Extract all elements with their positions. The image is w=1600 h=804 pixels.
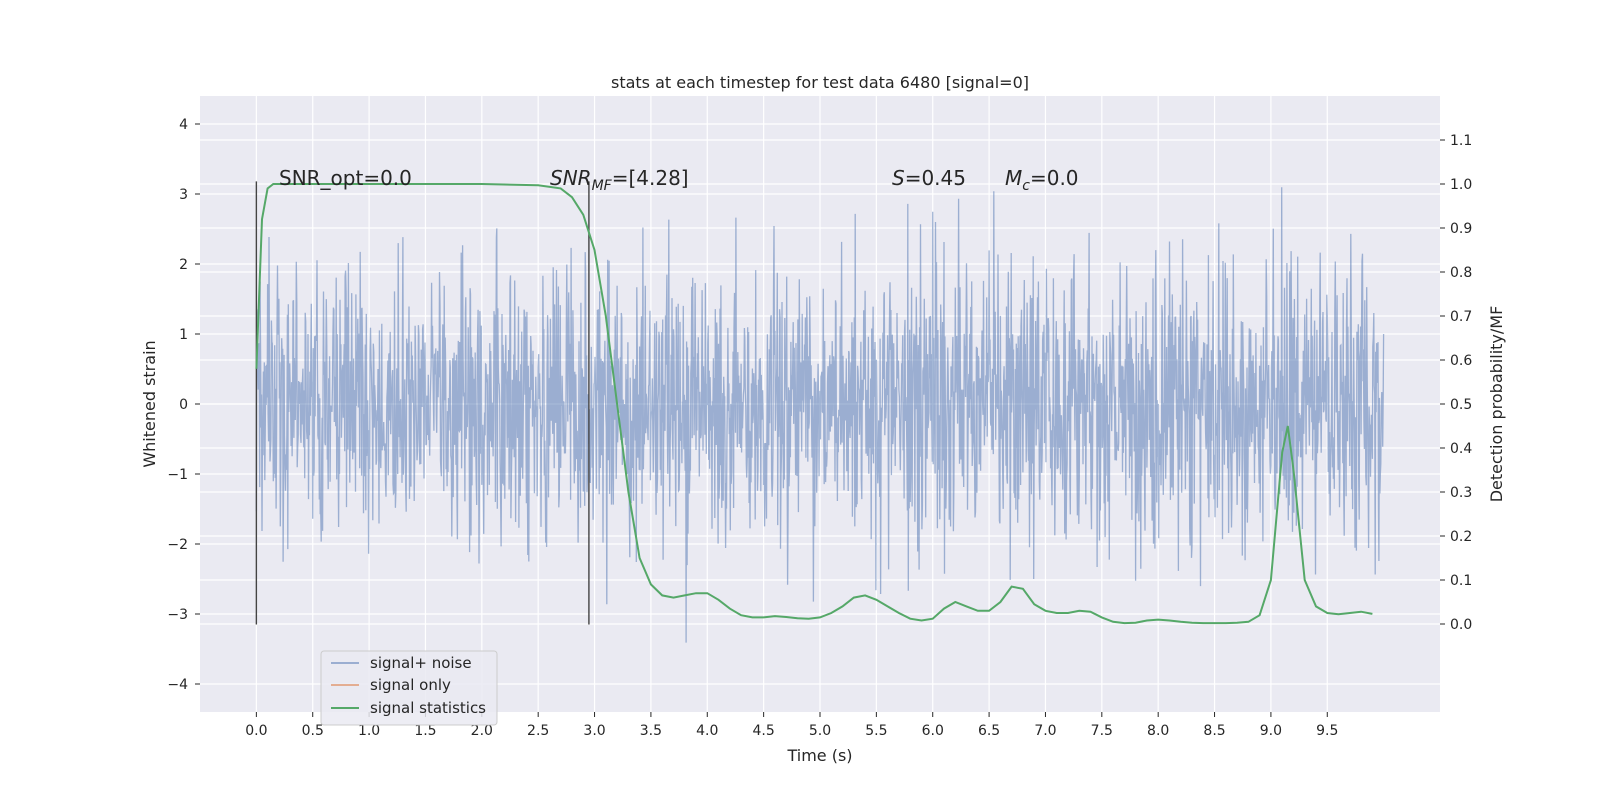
signal-noise-trace: [255, 187, 1385, 643]
y-left-tick-label: 2: [179, 257, 188, 273]
y-right-tick-label: 0.1: [1450, 573, 1472, 589]
legend-label-signal-statistics: signal statistics: [370, 699, 486, 717]
x-tick-label: 0.0: [245, 723, 267, 739]
y-right-tick-label: 0.3: [1450, 485, 1472, 501]
x-tick-label: 7.0: [1034, 723, 1056, 739]
y-right-tick-label: 0.0: [1450, 617, 1472, 633]
y-left-tick-label: −4: [167, 677, 188, 693]
x-tick-label: 2.5: [527, 723, 549, 739]
y-left-tick-label: 1: [179, 327, 188, 343]
y-right-tick-label: 0.4: [1450, 441, 1472, 457]
annotation-s: S=0.45: [892, 166, 966, 190]
legend-label-signal-only: signal only: [370, 676, 451, 694]
signal-statistics-line: [255, 183, 1373, 625]
x-tick-label: 6.5: [978, 723, 1000, 739]
x-tick-label: 8.0: [1147, 723, 1169, 739]
y-right-tick-label: 1.1: [1450, 133, 1472, 149]
x-tick-label: 1.0: [358, 723, 380, 739]
legend-box: [320, 650, 498, 726]
y-left-tick-label: 0: [179, 397, 188, 413]
x-tick-label: 8.5: [1203, 723, 1225, 739]
x-tick-label: 5.0: [809, 723, 831, 739]
x-tick-label: 3.5: [640, 723, 662, 739]
x-axis-label: Time (s): [786, 746, 852, 765]
y-left-tick-label: −3: [167, 607, 188, 623]
vertical-markers: [255, 181, 590, 625]
y-left-tick-label: 3: [179, 187, 188, 203]
annotation-mc: Mc=0.0: [1005, 166, 1079, 194]
y-left-tick-label: −2: [167, 537, 188, 553]
x-tick-label: 4.0: [696, 723, 718, 739]
legend: signal+ noise signal only signal statist…: [320, 650, 498, 726]
x-tick-label: 2.0: [471, 723, 493, 739]
y-right-tick-label: 0.7: [1450, 309, 1472, 325]
y-right-tick-label: 1.0: [1450, 177, 1472, 193]
x-axis-ticks: 0.0 0.5 1.0 1.5 2.0 2.5 3.0 3.5 4.0 4.5 5.0 5.5 6.0 6…: [245, 712, 1338, 739]
x-tick-label: 6.0: [922, 723, 944, 739]
x-tick-label: 4.5: [753, 723, 775, 739]
y-right-axis-ticks: 1.1 1.0 0.9 0.8 0.7 0.6 0.5 0.4 0.3 0.2 0.1 0.0: [1440, 133, 1472, 633]
y-right-axis-label: Detection probability/MF: [1487, 306, 1506, 503]
y-left-tick-label: 4: [179, 117, 188, 133]
legend-label-signal-noise: signal+ noise: [370, 654, 472, 672]
x-tick-label: 7.5: [1091, 723, 1113, 739]
x-tick-label: 5.5: [865, 723, 887, 739]
annotation-snr-opt: SNR_opt=0.0: [279, 166, 412, 190]
x-tick-label: 3.0: [583, 723, 605, 739]
x-tick-label: 1.5: [414, 723, 436, 739]
x-tick-label: 9.0: [1260, 723, 1282, 739]
y-left-axis-ticks: 4 3 2 1 0 −1 −2 −3 −4: [167, 117, 200, 693]
y-left-tick-label: −1: [167, 467, 188, 483]
x-tick-label: 0.5: [302, 723, 324, 739]
y-right-tick-label: 0.2: [1450, 529, 1472, 545]
y-right-tick-label: 0.8: [1450, 265, 1472, 281]
chart-title: stats at each timestep for test data 648…: [611, 73, 1029, 92]
y-right-tick-label: 0.9: [1450, 221, 1472, 237]
annotation-snr-mf: SNRMF=[4.28]: [550, 166, 689, 194]
y-right-tick-label: 0.6: [1450, 353, 1472, 369]
signal-noise-series: [255, 187, 1385, 643]
x-tick-label: 9.5: [1316, 723, 1338, 739]
y-left-axis-label: Whitened strain: [140, 340, 159, 467]
y-right-tick-label: 0.5: [1450, 397, 1472, 413]
